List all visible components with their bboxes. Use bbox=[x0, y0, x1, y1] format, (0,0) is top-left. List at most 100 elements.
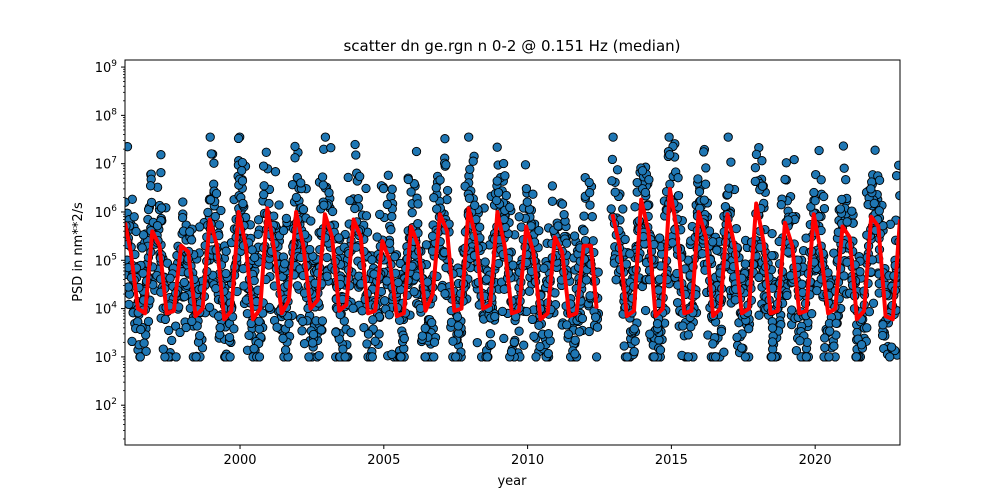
scatter-point bbox=[673, 190, 684, 201]
scatter-point bbox=[607, 176, 617, 186]
scatter-point bbox=[215, 322, 225, 333]
scatter-point bbox=[131, 226, 141, 237]
scatter-point bbox=[351, 150, 361, 160]
scatter-point bbox=[874, 175, 885, 185]
scatter-point bbox=[279, 259, 290, 269]
scatter-point bbox=[420, 352, 430, 362]
scatter-point bbox=[543, 329, 554, 339]
scatter-point bbox=[440, 134, 450, 144]
scatter-point bbox=[186, 235, 197, 245]
scatter-point bbox=[610, 187, 620, 197]
scatter-point bbox=[346, 327, 356, 338]
scatter-point bbox=[238, 198, 248, 209]
scatter-point bbox=[581, 275, 592, 285]
scatter-point bbox=[145, 181, 156, 191]
scatter-point bbox=[797, 279, 807, 289]
scatter-point bbox=[550, 288, 560, 298]
scatter-point bbox=[737, 343, 747, 353]
scatter-point bbox=[754, 272, 764, 283]
scatter-point bbox=[406, 187, 416, 197]
scatter-point bbox=[205, 132, 215, 142]
scatter-point bbox=[258, 161, 269, 171]
scatter-point bbox=[592, 322, 603, 332]
scatter-point bbox=[233, 133, 244, 144]
scatter-point bbox=[383, 170, 393, 180]
scatter-point bbox=[125, 142, 133, 152]
scatter-point bbox=[353, 193, 363, 204]
scatter-point bbox=[195, 330, 205, 341]
scatter-point bbox=[320, 132, 331, 142]
scatter-point bbox=[237, 165, 247, 176]
scatter-point bbox=[480, 257, 490, 267]
scatter-point bbox=[562, 320, 572, 330]
scatter-point bbox=[492, 142, 502, 152]
scatter-point bbox=[146, 197, 157, 208]
scatter-point bbox=[493, 187, 504, 198]
scatter-point bbox=[528, 189, 538, 199]
scatter-point bbox=[350, 203, 360, 214]
scatter-point bbox=[357, 306, 367, 316]
scatter-point bbox=[334, 233, 344, 243]
scatter-point bbox=[143, 316, 154, 327]
scatter-point bbox=[780, 174, 790, 185]
scatter-point bbox=[382, 199, 392, 210]
scatter-point bbox=[505, 202, 515, 212]
scatter-point bbox=[868, 298, 879, 308]
scatter-point bbox=[683, 352, 693, 362]
x-tick-label: 2015 bbox=[655, 453, 688, 468]
scatter-point bbox=[125, 282, 134, 292]
scatter-point bbox=[754, 310, 764, 320]
scatter-point bbox=[292, 281, 303, 291]
scatter-point bbox=[740, 259, 750, 269]
scatter-point bbox=[278, 333, 288, 344]
median-line-series bbox=[125, 186, 900, 322]
scatter-point bbox=[708, 339, 718, 349]
scatter-point bbox=[204, 302, 215, 312]
scatter-point bbox=[156, 167, 166, 178]
scatter-point bbox=[280, 345, 291, 355]
scatter-point bbox=[327, 206, 338, 217]
scatter-point bbox=[413, 218, 423, 229]
scatter-point bbox=[429, 193, 439, 203]
scatter-point bbox=[453, 321, 463, 331]
scatter-point bbox=[362, 339, 372, 349]
scatter-point bbox=[886, 342, 897, 352]
scatter-point bbox=[699, 195, 709, 205]
scatter-point bbox=[611, 275, 621, 285]
scatter-point bbox=[396, 352, 406, 362]
scatter-point bbox=[179, 277, 189, 288]
scatter-point bbox=[209, 158, 219, 168]
scatter-point bbox=[622, 352, 632, 362]
scatter-point bbox=[527, 314, 538, 325]
scatter-point bbox=[298, 204, 309, 215]
scatter-point bbox=[308, 329, 319, 340]
scatter-point bbox=[587, 212, 597, 222]
y-tick-label: 102 bbox=[95, 397, 117, 414]
scatter-point bbox=[403, 174, 413, 185]
scatter-point bbox=[244, 330, 254, 340]
scatter-point bbox=[801, 233, 811, 243]
scatter-point bbox=[164, 325, 174, 336]
scatter-point bbox=[261, 147, 271, 157]
scatter-point bbox=[411, 146, 422, 157]
scatter-point bbox=[630, 336, 640, 346]
scatter-point bbox=[340, 352, 350, 362]
scatter-point bbox=[825, 326, 835, 336]
scatter-point bbox=[468, 156, 478, 166]
scatter-point bbox=[206, 149, 216, 159]
x-tick-label: 2005 bbox=[367, 453, 400, 468]
scatter-point bbox=[607, 154, 618, 165]
scatter-point bbox=[427, 317, 437, 328]
scatter-point bbox=[683, 330, 693, 340]
scatter-point bbox=[291, 192, 302, 203]
scatter-point bbox=[608, 132, 618, 142]
scatter-point bbox=[767, 323, 778, 333]
scatter-point bbox=[874, 206, 884, 216]
scatter-point bbox=[726, 157, 736, 167]
scatter-point bbox=[612, 165, 623, 175]
scatter-point bbox=[585, 188, 595, 198]
scatter-point bbox=[465, 164, 475, 174]
scatter-point bbox=[167, 335, 177, 346]
scatter-point bbox=[296, 178, 306, 188]
scatter-point bbox=[539, 263, 549, 273]
